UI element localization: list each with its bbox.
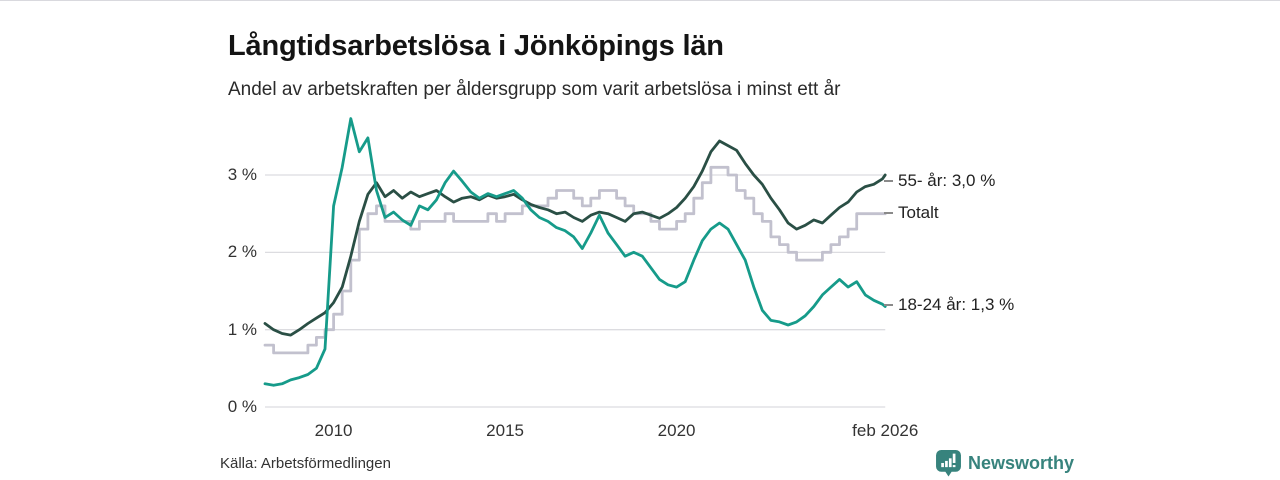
- y-tick-label: 3 %: [227, 165, 257, 184]
- series-end-label-55-r: 55- år: 3,0 %: [884, 171, 995, 191]
- y-tick-label: 1 %: [227, 319, 257, 339]
- x-tick-label: 2015: [486, 421, 525, 440]
- series-end-label-Totalt: Totalt: [884, 203, 939, 223]
- x-tick-label: 2010: [314, 421, 353, 440]
- label-tick-dash: [884, 211, 893, 214]
- brand-logo: Newsworthy: [936, 450, 1074, 477]
- label-text: Totalt: [898, 202, 939, 222]
- y-tick-label: 2 %: [227, 242, 257, 262]
- series-line-Totalt: [263, 165, 887, 355]
- series-line-18-24-r: [263, 117, 887, 387]
- newsworthy-bars-icon: [936, 450, 961, 477]
- label-tick-dash: [884, 304, 893, 307]
- top-divider: [0, 0, 1280, 1]
- label-text: 18-24 år: 1,3 %: [898, 295, 1015, 315]
- label-text: 55- år: 3,0 %: [898, 171, 996, 190]
- x-tick-label: 2020: [657, 421, 696, 440]
- x-tick-label: feb 2026: [852, 421, 919, 440]
- chart-subtitle: Andel av arbetskraften per åldersgrupp s…: [228, 79, 841, 100]
- page-title: Långtidsarbetslösa i Jönköpings län: [228, 30, 724, 63]
- source-note: Källa: Arbetsförmedlingen: [220, 455, 391, 472]
- brand-name: Newsworthy: [968, 453, 1075, 473]
- series-line-55-r: [263, 139, 887, 337]
- series-end-label-18-24-r: 18-24 år: 1,3 %: [884, 295, 1014, 315]
- y-tick-label: 0 %: [227, 397, 257, 416]
- label-tick-dash: [884, 180, 893, 182]
